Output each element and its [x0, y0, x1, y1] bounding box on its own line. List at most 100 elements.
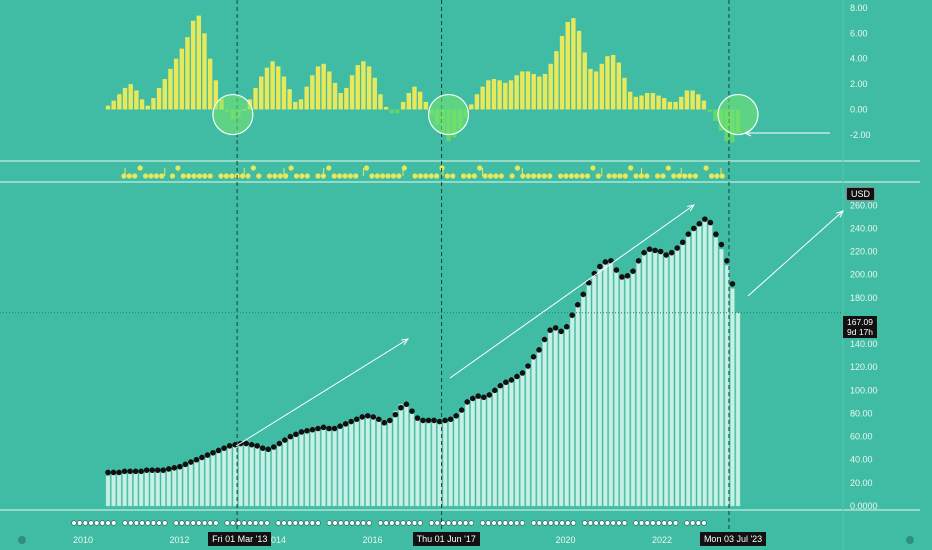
price-bar [453, 413, 459, 507]
scroll-left-icon[interactable] [18, 536, 26, 544]
price-marker-dot [718, 241, 725, 248]
price-y-tick: 60.00 [850, 432, 873, 442]
bottom-indicator-dot [457, 520, 463, 526]
price-marker-dot [646, 246, 653, 253]
highlight-circle [427, 93, 470, 136]
indicator-dot [196, 173, 203, 179]
price-bar [249, 442, 254, 507]
price-marker-dot [624, 273, 631, 279]
price-marker-dot [685, 231, 692, 237]
price-marker-dot [558, 328, 564, 335]
oscillator-bar [366, 66, 372, 110]
price-bar [321, 425, 326, 507]
indicator-dot [132, 173, 138, 179]
indicator-dot [434, 173, 440, 179]
price-marker-dot [326, 425, 332, 432]
price-bar [730, 288, 735, 507]
indicator-dot [622, 173, 628, 179]
price-bar [625, 274, 630, 507]
oscillator-y-tick: 6.00 [850, 28, 868, 38]
bottom-indicator-dot [281, 520, 287, 526]
currency-badge[interactable]: USD [846, 187, 876, 201]
bottom-indicator-dot [621, 520, 628, 526]
last-price-label: 167.09 9d 17h [843, 316, 877, 338]
price-bar [227, 444, 232, 507]
price-marker-dot [160, 467, 167, 473]
bottom-indicator-dot [548, 520, 554, 526]
oscillator-bar [707, 109, 712, 113]
price-bar [553, 326, 558, 507]
bottom-indicator-dot [406, 520, 412, 526]
bottom-indicator-dot [139, 520, 145, 526]
oscillator-bar [514, 75, 519, 110]
oscillator-bar [662, 98, 667, 110]
price-marker-dot [663, 252, 669, 258]
indicator-dot [277, 173, 283, 179]
price-marker-dot [182, 461, 189, 468]
price-marker-dot [458, 407, 465, 413]
scroll-right-icon[interactable] [906, 536, 914, 544]
indicator-dot [256, 173, 262, 179]
price-marker-dot [597, 263, 603, 270]
x-tick-year: 2016 [362, 535, 382, 545]
bottom-indicator-dot [286, 520, 293, 526]
oscillator-bar [321, 63, 326, 110]
price-bar [210, 453, 216, 507]
price-bar [492, 387, 498, 507]
indicator-dot [266, 173, 273, 179]
price-bar [636, 258, 641, 507]
oscillator-bar [156, 87, 162, 110]
indicator-dot [719, 173, 725, 179]
oscillator-y-tick: 0.00 [850, 104, 868, 114]
oscillator-bar [293, 101, 298, 110]
indicator-dot [595, 173, 601, 179]
bottom-indicator-dot [593, 520, 599, 526]
bottom-indicator-dot [701, 520, 707, 526]
indicator-dot [331, 173, 337, 179]
price-marker-dot [431, 417, 437, 424]
bottom-indicator-dot [230, 520, 236, 526]
bottom-indicator-dot [196, 520, 202, 526]
price-marker-dot [453, 412, 459, 419]
price-marker-dot [580, 291, 587, 298]
price-marker-dot [387, 417, 393, 424]
bottom-indicator-dot [570, 520, 577, 526]
annotations [212, 93, 844, 447]
oscillator-bar [213, 80, 219, 110]
price-bar [271, 445, 277, 507]
trend-arrow [235, 338, 409, 447]
price-bar [343, 422, 348, 507]
price-bar [172, 466, 177, 507]
bottom-indicator-dot [190, 520, 196, 526]
price-bar [194, 460, 199, 507]
bottom-indicator-dot [655, 520, 662, 526]
indicator-dot [417, 173, 424, 179]
indicator-dot [584, 173, 591, 179]
indicator-dot [444, 173, 450, 179]
indicator-dot [223, 173, 230, 179]
price-bar [525, 363, 531, 507]
price-marker-dot [116, 469, 122, 476]
bottom-indicator-dot [599, 520, 605, 526]
indicator-dot [471, 173, 477, 179]
price-marker-dot [414, 415, 421, 421]
oscillator-bar [281, 76, 287, 110]
bottom-indicator-dot [309, 520, 316, 526]
indicator-dot [568, 173, 574, 179]
price-bar [674, 246, 680, 507]
price-marker-dot [215, 447, 222, 454]
bottom-indicator-dot [389, 520, 395, 526]
oscillator-bar [548, 63, 553, 110]
oscillator-bar [690, 90, 695, 110]
last-price-value: 167.09 [847, 317, 873, 327]
oscillator-bar [327, 71, 332, 110]
oscillator-bar [162, 79, 167, 110]
oscillator-bar [588, 68, 593, 110]
price-marker-dot [132, 468, 139, 475]
price-marker-dot [188, 459, 194, 465]
bottom-indicator-dot [428, 520, 435, 526]
indicator-dot [655, 173, 661, 179]
price-bar [326, 427, 332, 507]
bottom-indicator-dot [179, 520, 185, 526]
indicator-dot [148, 173, 154, 179]
